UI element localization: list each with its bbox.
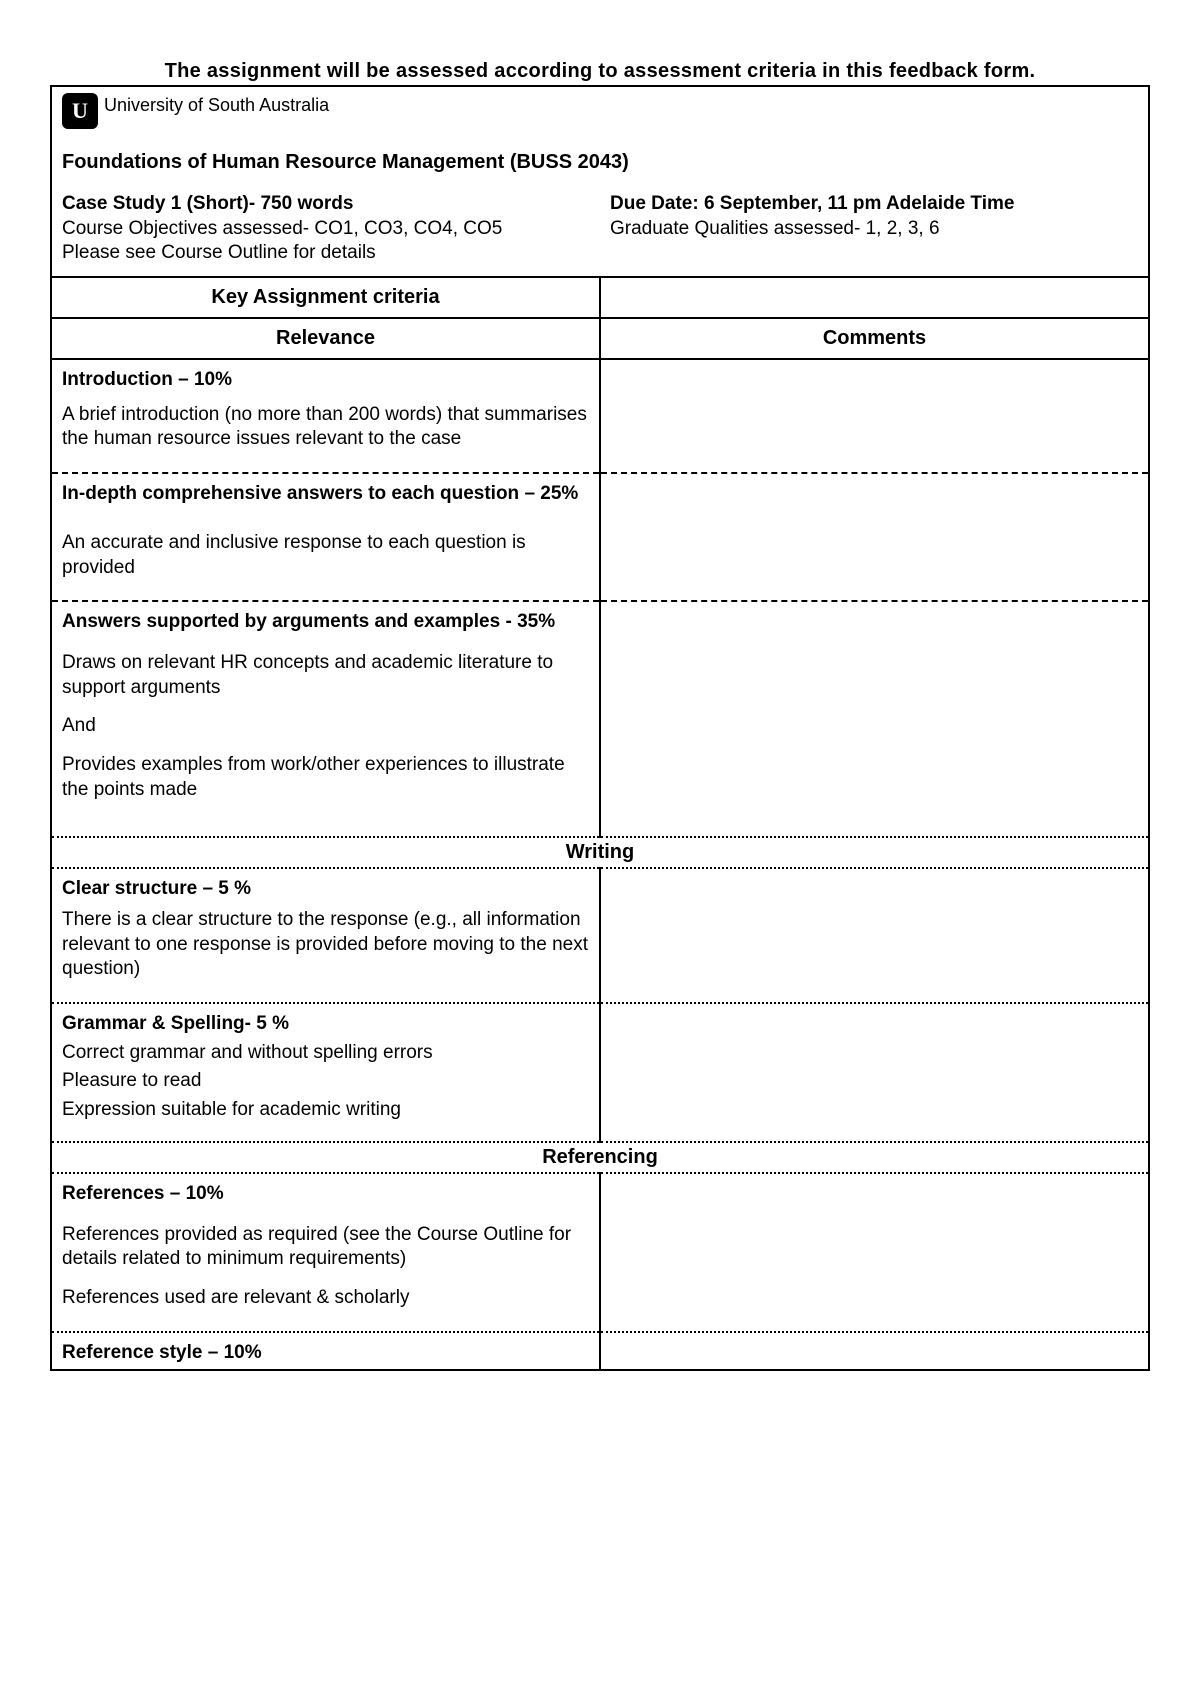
criterion-body: A brief introduction (no more than 200 w…	[62, 403, 589, 452]
meta-row: Case Study 1 (Short)- 750 words Course O…	[62, 192, 1138, 266]
comments-cell[interactable]	[600, 868, 1149, 1003]
comments-cell[interactable]	[600, 1332, 1149, 1371]
rubric-table: U University of South Australia Foundati…	[50, 85, 1150, 1371]
criterion-title: Clear structure – 5 %	[62, 877, 589, 902]
page: The assignment will be assessed accordin…	[0, 0, 1200, 1431]
criterion-and: And	[62, 714, 589, 739]
criterion-refstyle: Reference style – 10%	[51, 1332, 600, 1371]
see-outline-label: Please see Course Outline for details	[62, 241, 590, 266]
criterion-body: References used are relevant & scholarly	[62, 1286, 589, 1311]
criterion-indepth: In-depth comprehensive answers to each q…	[51, 473, 600, 601]
criterion-body: References provided as required (see the…	[62, 1223, 589, 1272]
case-study-label: Case Study 1 (Short)- 750 words	[62, 192, 590, 217]
comments-cell[interactable]	[600, 601, 1149, 837]
header-block: U University of South Australia Foundati…	[51, 86, 1149, 277]
comments-cell[interactable]	[600, 1173, 1149, 1332]
criterion-title: Grammar & Spelling- 5 %	[62, 1012, 589, 1037]
criterion-line: Pleasure to read	[62, 1069, 589, 1094]
due-date-label: Due Date: 6 September, 11 pm Adelaide Ti…	[610, 192, 1138, 217]
grad-qualities-label: Graduate Qualities assessed- 1, 2, 3, 6	[610, 217, 1138, 242]
course-title: Foundations of Human Resource Management…	[62, 151, 1138, 174]
university-name: University of South Australia	[104, 93, 329, 116]
comments-header: Comments	[600, 318, 1149, 359]
criterion-title: References – 10%	[62, 1182, 589, 1207]
logo-row: U University of South Australia	[62, 93, 1138, 129]
key-criteria-header: Key Assignment criteria	[51, 277, 600, 318]
objectives-label: Course Objectives assessed- CO1, CO3, CO…	[62, 217, 590, 242]
criterion-body: Draws on relevant HR concepts and academ…	[62, 651, 589, 700]
criterion-title: Answers supported by arguments and examp…	[62, 610, 589, 635]
comments-cell[interactable]	[600, 1003, 1149, 1142]
criterion-body: An accurate and inclusive response to ea…	[62, 531, 589, 580]
writing-header: Writing	[51, 837, 1149, 868]
criterion-title: Reference style – 10%	[62, 1341, 589, 1366]
empty-header	[600, 277, 1149, 318]
referencing-header: Referencing	[51, 1142, 1149, 1173]
criterion-title: In-depth comprehensive answers to each q…	[62, 482, 589, 507]
criterion-body: Provides examples from work/other experi…	[62, 753, 589, 802]
criterion-line: Correct grammar and without spelling err…	[62, 1041, 589, 1066]
criterion-introduction: Introduction – 10% A brief introduction …	[51, 359, 600, 473]
criterion-supported: Answers supported by arguments and examp…	[51, 601, 600, 837]
comments-cell[interactable]	[600, 473, 1149, 601]
criterion-grammar: Grammar & Spelling- 5 % Correct grammar …	[51, 1003, 600, 1142]
university-logo-icon: U	[62, 93, 98, 129]
criterion-references: References – 10% References provided as …	[51, 1173, 600, 1332]
criterion-structure: Clear structure – 5 % There is a clear s…	[51, 868, 600, 1003]
comments-cell[interactable]	[600, 359, 1149, 473]
criterion-title: Introduction – 10%	[62, 368, 589, 393]
criterion-body: There is a clear structure to the respon…	[62, 908, 589, 982]
page-title: The assignment will be assessed accordin…	[50, 60, 1150, 83]
relevance-header: Relevance	[51, 318, 600, 359]
criterion-line: Expression suitable for academic writing	[62, 1098, 589, 1123]
